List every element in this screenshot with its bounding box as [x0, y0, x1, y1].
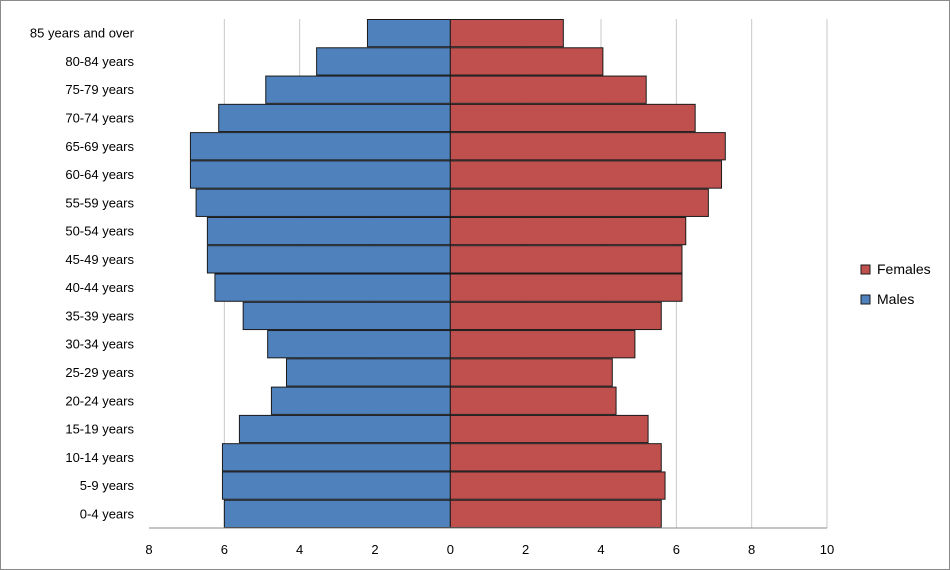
bar-females-14 — [449, 103, 696, 133]
x-tick-label: 4 — [597, 542, 604, 557]
x-tick-label: 8 — [748, 542, 755, 557]
bar-males-14 — [218, 103, 451, 133]
bar-males-7 — [242, 301, 451, 331]
bar-females-1 — [449, 471, 666, 500]
bar-males-3 — [238, 414, 451, 444]
bar-females-0 — [449, 499, 662, 529]
y-tick-label: 35-39 years — [65, 308, 134, 323]
x-tick-label: 4 — [296, 542, 303, 557]
bar-males-6 — [267, 330, 451, 359]
bar-females-10 — [449, 216, 687, 246]
y-tick-label: 50-54 years — [65, 224, 134, 239]
legend-label-males: Males — [877, 291, 914, 307]
x-tick-label: 2 — [371, 542, 378, 557]
bar-females-8 — [449, 273, 683, 302]
bar-males-13 — [189, 132, 451, 161]
bar-females-7 — [449, 301, 662, 331]
bar-females-12 — [449, 160, 723, 189]
legend-swatch-males — [860, 294, 871, 305]
y-tick-label: 10-14 years — [65, 450, 134, 465]
bar-females-15 — [449, 75, 647, 104]
bar-females-5 — [449, 358, 613, 387]
bar-females-11 — [449, 188, 709, 217]
y-tick-label: 45-49 years — [65, 252, 134, 267]
y-tick-label: 30-34 years — [65, 337, 134, 352]
bar-females-6 — [449, 330, 636, 359]
bar-males-17 — [366, 19, 451, 48]
bar-males-15 — [265, 75, 451, 104]
bar-males-1 — [221, 471, 451, 500]
bar-males-11 — [195, 188, 451, 217]
y-tick-label: 80-84 years — [65, 54, 134, 69]
x-tick-label: 6 — [221, 542, 228, 557]
x-tick-label: 6 — [673, 542, 680, 557]
bar-males-2 — [221, 443, 451, 472]
y-tick-label: 15-19 years — [65, 422, 134, 437]
bar-females-4 — [449, 386, 617, 415]
x-tick-label: 8 — [145, 542, 152, 557]
bar-females-3 — [449, 414, 649, 444]
y-tick-label: 0-4 years — [80, 506, 135, 521]
bar-females-16 — [449, 47, 604, 76]
y-tick-label: 55-59 years — [65, 195, 134, 210]
bar-females-2 — [449, 443, 662, 472]
y-tick-label: 65-69 years — [65, 139, 134, 154]
bar-females-17 — [449, 19, 564, 48]
y-tick-label: 85 years and over — [30, 26, 135, 41]
bar-males-4 — [270, 386, 451, 415]
bar-males-0 — [223, 499, 451, 529]
bar-males-12 — [189, 160, 451, 189]
y-tick-label: 70-74 years — [65, 110, 134, 125]
y-tick-label: 5-9 years — [80, 478, 135, 493]
x-tick-label: 0 — [447, 542, 454, 557]
y-tick-label: 75-79 years — [65, 82, 134, 97]
bar-males-5 — [285, 358, 451, 387]
bar-females-13 — [449, 132, 726, 161]
bar-females-9 — [449, 245, 683, 274]
legend-swatch-females — [860, 264, 871, 275]
bar-males-9 — [206, 245, 451, 274]
y-tick-label: 20-24 years — [65, 393, 134, 408]
bar-males-10 — [206, 216, 451, 246]
x-tick-label: 10 — [820, 542, 834, 557]
y-tick-label: 40-44 years — [65, 280, 134, 295]
y-tick-label: 25-29 years — [65, 365, 134, 380]
bar-males-16 — [316, 47, 451, 76]
bar-males-8 — [214, 273, 451, 302]
x-tick-label: 2 — [522, 542, 529, 557]
legend-label-females: Females — [877, 261, 931, 277]
y-tick-label: 60-64 years — [65, 167, 134, 182]
